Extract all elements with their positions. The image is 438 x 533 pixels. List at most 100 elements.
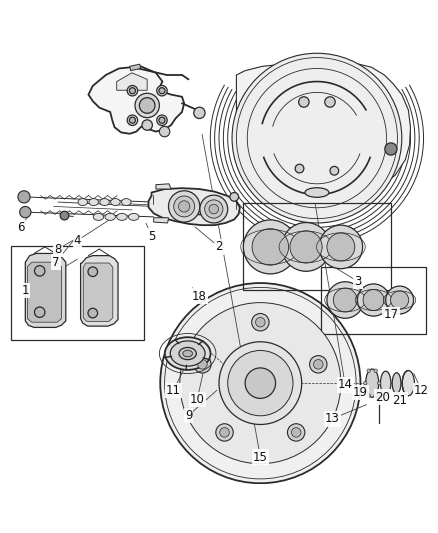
Ellipse shape [191, 207, 208, 215]
Circle shape [385, 143, 397, 155]
Ellipse shape [111, 199, 120, 206]
Text: 21: 21 [392, 393, 407, 407]
Circle shape [386, 286, 413, 314]
Circle shape [127, 115, 138, 125]
Ellipse shape [117, 213, 127, 220]
Text: 11: 11 [166, 384, 181, 397]
Text: 20: 20 [375, 391, 390, 403]
Circle shape [174, 196, 194, 217]
Circle shape [232, 53, 402, 223]
Circle shape [194, 356, 211, 373]
Circle shape [287, 424, 305, 441]
Circle shape [159, 87, 165, 94]
Circle shape [252, 313, 269, 331]
Circle shape [139, 98, 155, 114]
Polygon shape [154, 218, 169, 223]
Circle shape [205, 200, 223, 218]
Bar [11, 246, 144, 341]
Text: 4: 4 [74, 234, 81, 247]
Bar [321, 266, 426, 334]
Circle shape [169, 191, 200, 222]
Ellipse shape [183, 350, 192, 357]
Circle shape [219, 342, 302, 424]
Polygon shape [88, 66, 184, 134]
Circle shape [180, 303, 341, 464]
Text: 5: 5 [148, 230, 155, 243]
Circle shape [244, 220, 297, 274]
Circle shape [295, 164, 304, 173]
Circle shape [245, 368, 276, 398]
Circle shape [129, 117, 135, 123]
Circle shape [367, 369, 371, 373]
Polygon shape [25, 254, 66, 327]
Ellipse shape [105, 213, 116, 220]
Text: 3: 3 [355, 275, 362, 288]
Circle shape [216, 424, 233, 441]
Circle shape [159, 126, 170, 137]
Circle shape [325, 97, 335, 107]
Circle shape [314, 360, 323, 369]
Circle shape [327, 233, 355, 261]
Ellipse shape [170, 341, 205, 366]
Circle shape [374, 369, 378, 373]
Polygon shape [28, 262, 61, 322]
Text: 10: 10 [190, 393, 205, 406]
Circle shape [299, 97, 309, 107]
Circle shape [220, 427, 230, 437]
Polygon shape [117, 73, 147, 90]
Polygon shape [130, 64, 141, 71]
Ellipse shape [179, 348, 196, 360]
Text: 12: 12 [414, 384, 429, 397]
Circle shape [376, 394, 382, 400]
Circle shape [374, 394, 378, 397]
Text: 9: 9 [185, 409, 192, 422]
Circle shape [228, 351, 293, 416]
Ellipse shape [381, 371, 391, 395]
Ellipse shape [121, 199, 131, 206]
Circle shape [157, 85, 167, 96]
Text: 8: 8 [54, 243, 62, 256]
Circle shape [327, 282, 364, 318]
Circle shape [88, 267, 98, 277]
Circle shape [290, 231, 322, 263]
Circle shape [157, 115, 167, 125]
Ellipse shape [305, 188, 329, 197]
Text: 6: 6 [17, 221, 25, 234]
Text: 15: 15 [253, 450, 268, 464]
Circle shape [20, 206, 31, 218]
Circle shape [198, 360, 207, 369]
Text: 7: 7 [52, 256, 60, 269]
Circle shape [35, 307, 45, 318]
Ellipse shape [392, 373, 401, 393]
Ellipse shape [78, 199, 88, 206]
Text: 18: 18 [192, 289, 207, 303]
Circle shape [200, 195, 228, 223]
Circle shape [179, 201, 190, 212]
Circle shape [367, 394, 371, 397]
Circle shape [60, 211, 69, 220]
Text: 17: 17 [383, 308, 399, 321]
Ellipse shape [366, 369, 379, 397]
Circle shape [209, 204, 219, 214]
Circle shape [230, 192, 239, 201]
Text: 1: 1 [21, 284, 29, 297]
Text: 2: 2 [215, 240, 223, 253]
Ellipse shape [402, 370, 414, 396]
Circle shape [391, 291, 409, 309]
Ellipse shape [93, 213, 104, 220]
Ellipse shape [165, 337, 211, 370]
Ellipse shape [100, 199, 110, 206]
Circle shape [333, 288, 357, 312]
Text: 14: 14 [338, 378, 353, 391]
Circle shape [127, 85, 138, 96]
Circle shape [364, 382, 367, 385]
Circle shape [363, 289, 384, 311]
Circle shape [291, 427, 301, 437]
Circle shape [129, 87, 135, 94]
Circle shape [35, 265, 45, 276]
Ellipse shape [89, 199, 99, 206]
Circle shape [159, 117, 165, 123]
Circle shape [282, 223, 330, 271]
Circle shape [357, 284, 390, 316]
Circle shape [135, 93, 159, 118]
